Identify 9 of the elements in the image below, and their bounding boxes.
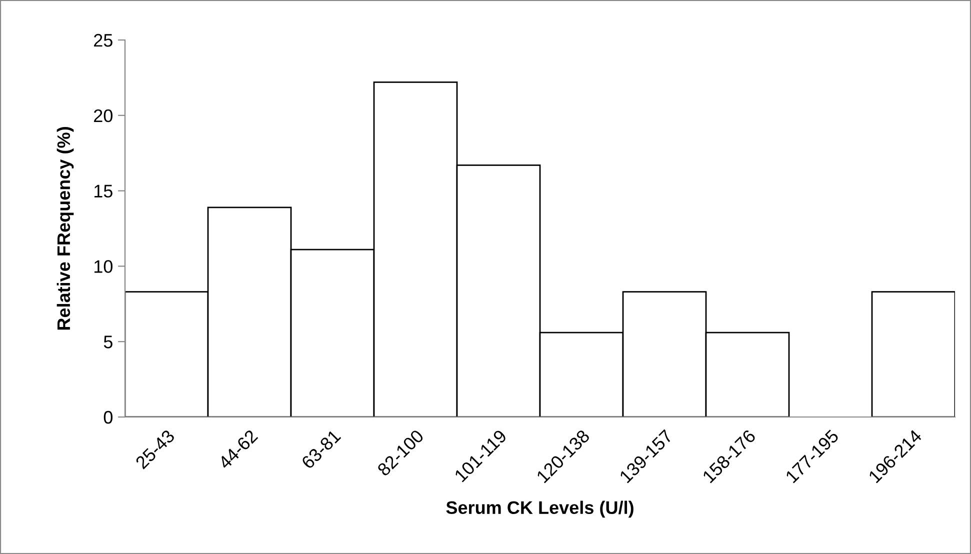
bar: [871, 291, 955, 417]
x-axis-title: Serum CK Levels (U/l): [446, 500, 634, 518]
y-tick-label: 5: [104, 336, 112, 348]
y-tick-label: 15: [94, 184, 112, 198]
y-tick-label: 10: [94, 260, 112, 273]
y-tick-label: 20: [94, 109, 112, 122]
y-tick-label: 0: [104, 410, 112, 424]
y-tick-label: 25: [94, 34, 112, 47]
y-axis-title: Relative FRequency (%): [56, 127, 74, 330]
